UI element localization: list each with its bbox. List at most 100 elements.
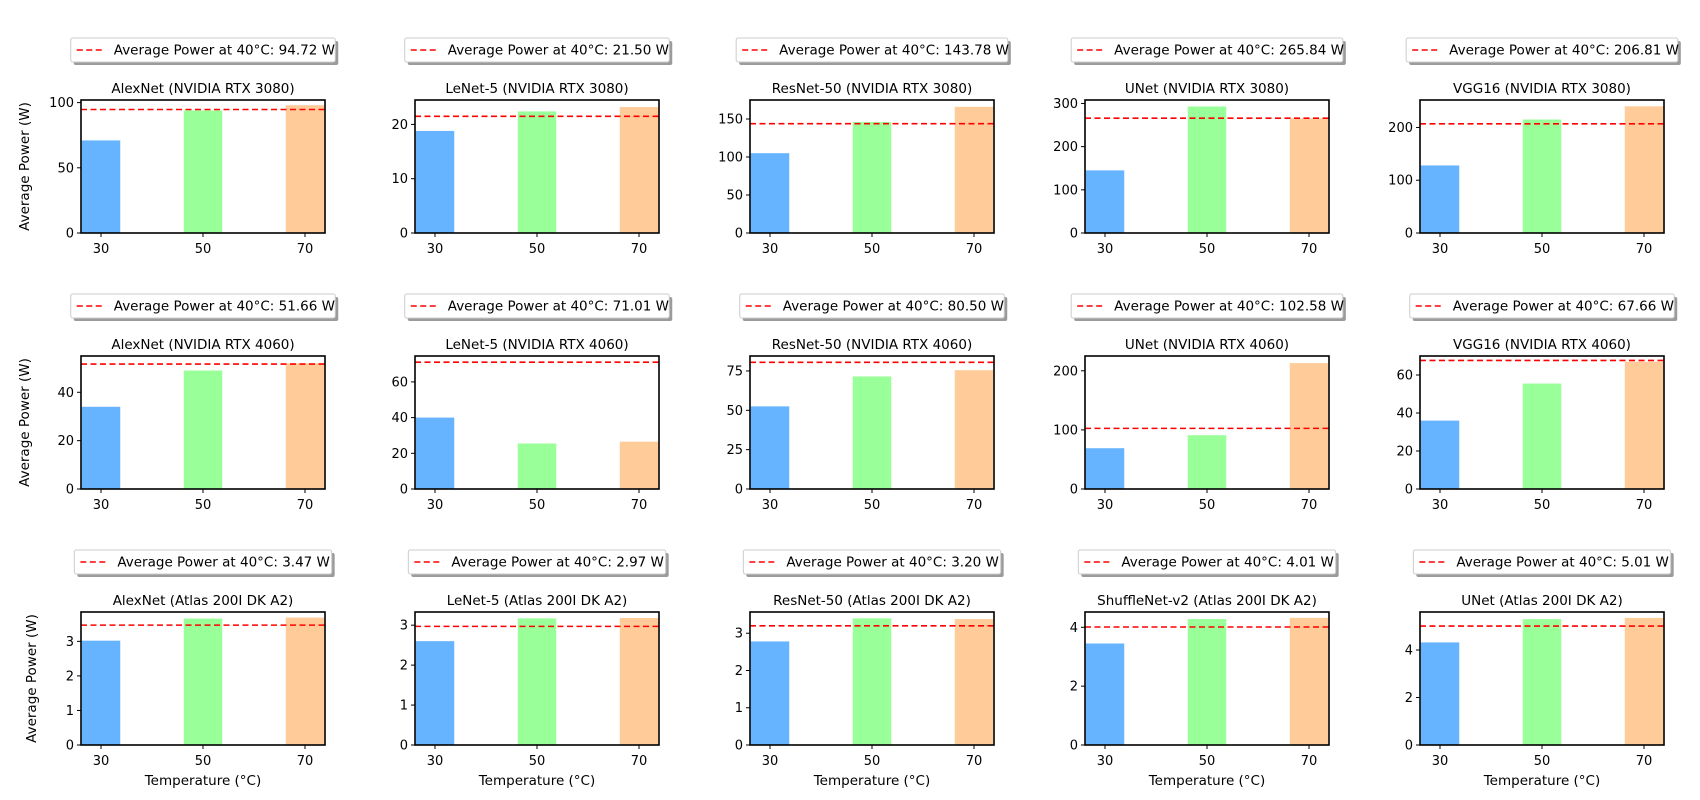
- legend-label: Average Power at 40°C: 51.66 W: [114, 299, 335, 315]
- subplot-title: ResNet-50 (Atlas 200I DK A2): [773, 593, 971, 609]
- y-tick-label: 100: [718, 151, 743, 166]
- y-tick-label: 150: [718, 113, 743, 128]
- subplot: 0 1 2 3 30 50 70 AlexNet (Atlas 200I DK A2) Aver…: [24, 549, 335, 789]
- subplot: 0 10 20 30 50 70 LeNet-5 (NVIDIA RTX 3080) Aver…: [391, 37, 673, 257]
- y-tick-label: 25: [726, 443, 743, 458]
- subplot-title: AlexNet (NVIDIA RTX 3080): [111, 81, 294, 97]
- y-tick-label: 100: [1053, 423, 1078, 438]
- bar: [1522, 619, 1562, 745]
- x-tick-label: 50: [864, 754, 881, 769]
- subplot-title: AlexNet (Atlas 200I DK A2): [113, 593, 294, 609]
- x-tick-label: 70: [1636, 498, 1653, 513]
- y-tick-label: 1: [400, 699, 408, 714]
- x-tick-label: 30: [1097, 242, 1114, 257]
- bar: [750, 406, 790, 489]
- x-tick-label: 50: [195, 498, 212, 513]
- legend: [1077, 549, 1337, 575]
- subplot: 0 20 40 30 50 70 AlexNet (NVIDIA RTX 4060) Aver…: [17, 293, 339, 513]
- legend-label: Average Power at 40°C: 21.50 W: [448, 43, 669, 59]
- bar: [1624, 361, 1664, 489]
- x-tick-label: 70: [631, 498, 648, 513]
- subplot: 0 100 200 30 50 70 VGG16 (NVIDIA RTX 3080) Aver…: [1388, 37, 1681, 257]
- y-axis-label: Average Power (W): [17, 358, 33, 487]
- y-tick-label: 0: [400, 483, 408, 498]
- y-tick-label: 75: [726, 364, 743, 379]
- y-tick-label: 2: [66, 669, 74, 684]
- bar: [415, 641, 455, 745]
- x-tick-label: 30: [762, 754, 779, 769]
- legend: [1070, 293, 1344, 319]
- x-tick-label: 50: [1534, 498, 1551, 513]
- bar: [619, 441, 659, 489]
- bar: [1289, 118, 1329, 233]
- subplot: 0 50 100 150 30 50 70 ResNet-50 (NVIDIA RTX 308…: [718, 37, 1011, 257]
- x-axis-label: Temperature (°C): [1148, 773, 1266, 789]
- y-tick-label: 1: [735, 701, 743, 716]
- y-tick-label: 40: [57, 386, 74, 401]
- legend: [742, 549, 1002, 575]
- x-tick-label: 50: [1534, 242, 1551, 257]
- x-tick-label: 50: [1534, 754, 1551, 769]
- x-tick-label: 70: [1636, 242, 1653, 257]
- y-tick-label: 0: [1070, 739, 1078, 754]
- x-tick-label: 30: [93, 498, 110, 513]
- y-tick-label: 3: [735, 627, 743, 642]
- x-tick-label: 30: [762, 498, 779, 513]
- subplot-title: VGG16 (NVIDIA RTX 4060): [1453, 337, 1631, 353]
- legend: [404, 293, 670, 319]
- bar: [81, 140, 121, 233]
- legend-label: Average Power at 40°C: 102.58 W: [1114, 299, 1344, 315]
- bar: [415, 417, 455, 489]
- legend: [735, 37, 1009, 63]
- x-tick-label: 50: [529, 498, 546, 513]
- bar: [183, 618, 223, 745]
- x-tick-label: 70: [297, 498, 314, 513]
- legend: [70, 37, 336, 63]
- legend: [407, 549, 667, 575]
- x-axis-label: Temperature (°C): [144, 773, 262, 789]
- y-tick-label: 0: [735, 227, 743, 242]
- x-tick-label: 50: [529, 242, 546, 257]
- legend-label: Average Power at 40°C: 5.01 W: [1456, 555, 1669, 571]
- y-tick-label: 20: [391, 118, 408, 133]
- x-tick-label: 30: [93, 754, 110, 769]
- y-tick-label: 0: [735, 739, 743, 754]
- x-tick-label: 50: [195, 242, 212, 257]
- x-tick-label: 70: [297, 754, 314, 769]
- y-tick-label: 0: [1070, 483, 1078, 498]
- y-tick-label: 20: [1396, 445, 1413, 460]
- subplot: 0 1 2 3 30 50 70 ResNet-50 (Atlas 200I DK A2) Av…: [735, 549, 1004, 789]
- bar: [619, 617, 659, 745]
- y-tick-label: 50: [726, 404, 743, 419]
- bar: [1420, 642, 1460, 745]
- y-tick-label: 200: [1053, 140, 1078, 155]
- x-tick-label: 30: [93, 242, 110, 257]
- bar: [954, 106, 994, 233]
- y-tick-label: 3: [66, 635, 74, 650]
- subplot: 0 2 4 30 50 70 ShuffleNet-v2 (Atlas 200I DK A2…: [1070, 549, 1339, 789]
- legend-label: Average Power at 40°C: 67.66 W: [1453, 299, 1674, 315]
- bar: [517, 111, 557, 233]
- x-tick-label: 50: [864, 242, 881, 257]
- bar: [1187, 106, 1227, 233]
- x-tick-label: 30: [1432, 754, 1449, 769]
- subplot-title: VGG16 (NVIDIA RTX 3080): [1453, 81, 1631, 97]
- x-tick-label: 50: [195, 754, 212, 769]
- legend-label: Average Power at 40°C: 206.81 W: [1449, 43, 1679, 59]
- x-axis-label: Temperature (°C): [478, 773, 596, 789]
- x-tick-label: 70: [1301, 498, 1318, 513]
- y-tick-label: 0: [66, 227, 74, 242]
- bar: [285, 617, 325, 745]
- y-tick-label: 300: [1053, 97, 1078, 112]
- y-tick-label: 0: [735, 483, 743, 498]
- bar: [1187, 435, 1227, 489]
- subplot: 0 20 40 60 30 50 70 VGG16 (NVIDIA RTX 4060) Aver…: [1396, 293, 1678, 513]
- subplot-title: LeNet-5 (NVIDIA RTX 3080): [445, 81, 628, 97]
- x-axis-label: Temperature (°C): [1483, 773, 1601, 789]
- x-tick-label: 30: [427, 498, 444, 513]
- x-tick-label: 70: [631, 754, 648, 769]
- x-tick-label: 70: [1301, 242, 1318, 257]
- x-tick-label: 70: [1636, 754, 1653, 769]
- bar: [1085, 448, 1125, 489]
